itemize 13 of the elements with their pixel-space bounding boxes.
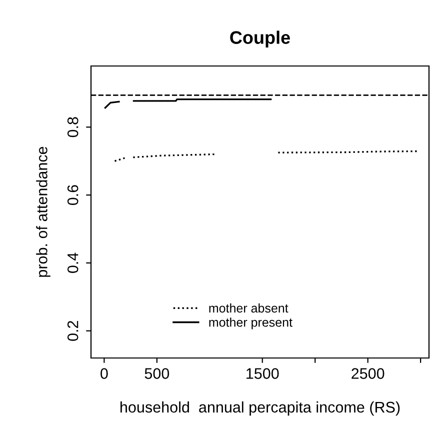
x-tick-label: 0 bbox=[100, 368, 108, 379]
x-tick-label: 2500 bbox=[352, 368, 384, 379]
legend-label: mother present bbox=[209, 318, 292, 330]
legend-label: mother absent bbox=[209, 303, 288, 313]
x-axis-title: household annual percapita income (RS) bbox=[120, 401, 400, 416]
y-axis-title: prob. of attendance bbox=[36, 146, 50, 277]
y-tick-label: 0.4 bbox=[67, 252, 78, 273]
x-tick-label: 1500 bbox=[246, 368, 279, 379]
y-tick-label: 0.2 bbox=[67, 320, 78, 341]
x-tick-label: 500 bbox=[144, 368, 170, 379]
chart-title: Couple bbox=[230, 30, 290, 48]
y-tick-label: 0.6 bbox=[67, 185, 78, 206]
y-tick-label: 0.8 bbox=[67, 117, 78, 138]
